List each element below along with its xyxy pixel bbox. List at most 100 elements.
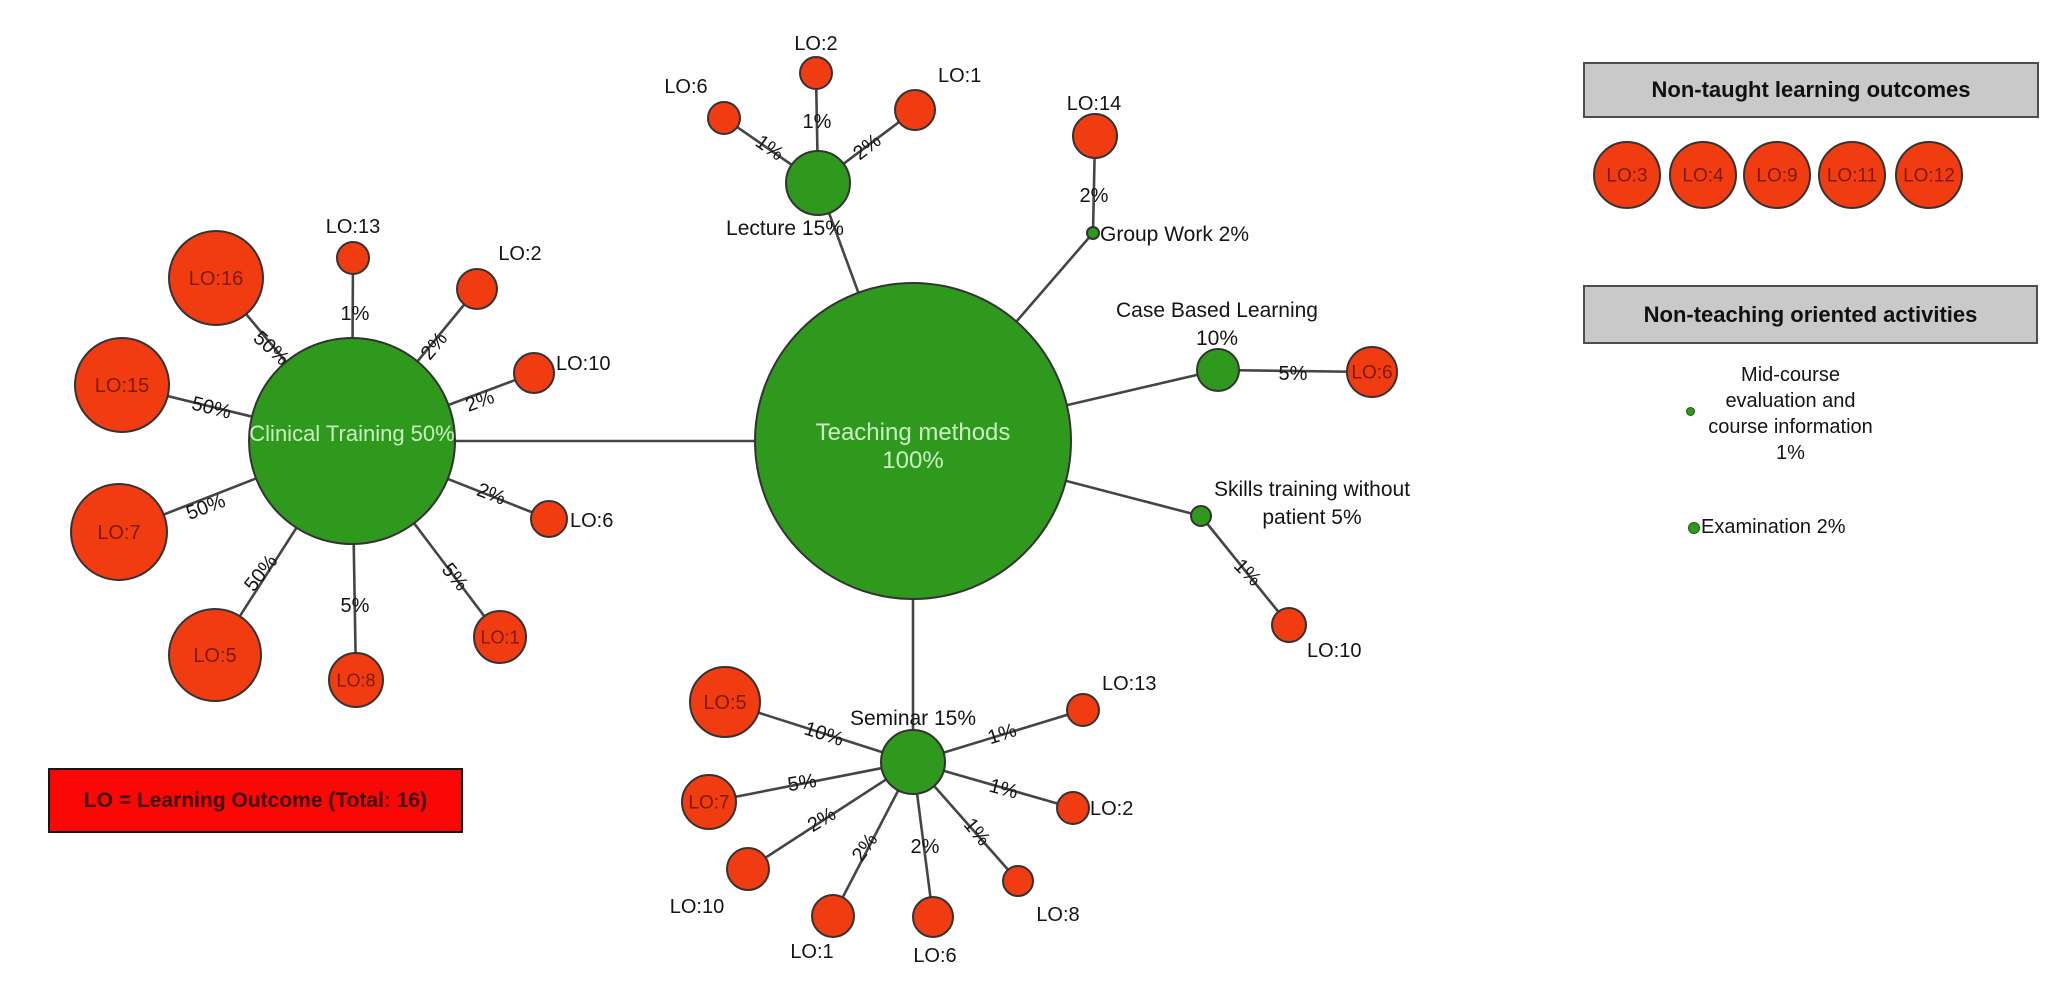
- green-dot-icon: [1686, 407, 1695, 416]
- node-lec-lo6: [707, 101, 741, 135]
- label-lec-lo2: LO:2: [794, 33, 837, 55]
- edge-label-skills-training--st-lo10: 1%: [1229, 555, 1265, 591]
- edge-label-lecture--lec-lo6: 1%: [751, 131, 787, 166]
- label-cbl-lo6: LO:6: [1351, 363, 1392, 384]
- edge-label-seminar--sem-lo10: 2%: [804, 803, 840, 837]
- edge-label-seminar--sem-lo2: 1%: [987, 775, 1021, 804]
- label-clinical-training: Clinical Training 50%: [249, 421, 454, 446]
- edge-label-clinical-training--ct-lo7: 50%: [183, 490, 228, 525]
- label-ct-lo7: LO:7: [97, 522, 140, 544]
- label-sem-lo7: LO:7: [688, 793, 729, 814]
- label-seminar: Seminar 15%: [850, 707, 976, 730]
- label-ct-lo6: LO:6: [570, 510, 613, 532]
- label-lecture: Lecture 15%: [726, 217, 844, 240]
- label-ct-lo8: LO:8: [336, 670, 375, 690]
- node-group-work: [1086, 226, 1100, 240]
- edge-label-clinical-training--ct-lo10: 2%: [463, 386, 498, 417]
- node-ct-lo13: [336, 241, 370, 275]
- node-legend-lo11: [1818, 141, 1886, 209]
- node-sem-lo1: [811, 894, 855, 938]
- mid-course-line: 1%: [1776, 442, 1805, 464]
- node-st-lo10: [1271, 607, 1307, 643]
- label-sem-lo1: LO:1: [790, 941, 833, 963]
- lo-definition-text: LO = Learning Outcome (Total: 16): [83, 788, 428, 812]
- edge-skills-training--st-lo10: [1199, 515, 1291, 626]
- edge-label-lecture--lec-lo2: 1%: [803, 111, 832, 133]
- examination-label: Examination 2%: [1701, 516, 1846, 538]
- lo-definition-box: LO = Learning Outcome (Total: 16): [48, 768, 463, 833]
- label-sem-lo2: LO:2: [1090, 798, 1133, 820]
- mid-course-line: evaluation and: [1725, 390, 1856, 412]
- label-teaching-methods: Teaching methods 100%: [816, 419, 1011, 474]
- node-seminar: [880, 729, 946, 795]
- node-legend-lo4: [1669, 141, 1737, 209]
- label-ct-lo15: LO:15: [95, 375, 149, 397]
- label-gw-lo14: LO:14: [1067, 93, 1121, 115]
- edge-label-clinical-training--ct-lo8: 5%: [341, 595, 370, 617]
- node-lec-lo1: [894, 89, 936, 131]
- label-sem-lo13: LO:13: [1102, 673, 1156, 695]
- node-gw-lo14: [1072, 113, 1118, 159]
- legend-non-taught-box: Non-taught learning outcomes: [1583, 62, 2039, 118]
- node-legend-lo9: [1743, 141, 1811, 209]
- node-ct-lo2: [456, 268, 498, 310]
- label-case-based-learning: Case Based Learning 10%: [1116, 299, 1318, 350]
- label-ct-lo13: LO:13: [326, 216, 380, 238]
- edge-label-seminar--sem-lo5: 10%: [801, 718, 846, 751]
- label-ct-lo5: LO:5: [193, 645, 236, 667]
- label-st-lo10: LO:10: [1307, 640, 1361, 662]
- label-legend-lo4: LO:4: [1682, 166, 1724, 187]
- label-legend-lo9: LO:9: [1756, 166, 1797, 187]
- label-ct-lo1: LO:1: [480, 627, 519, 647]
- label-legend-lo12: LO:12: [1903, 166, 1955, 187]
- edge-label-clinical-training--ct-lo13: 1%: [341, 303, 370, 325]
- edge-label-case-based-learning--cbl-lo6: 5%: [1279, 363, 1308, 385]
- edge-label-clinical-training--ct-lo15: 50%: [189, 393, 233, 424]
- legend-non-taught-title: Non-taught learning outcomes: [1651, 77, 1971, 102]
- node-ct-lo5: [168, 608, 262, 702]
- label-legend-lo11: LO:11: [1827, 166, 1877, 187]
- node-skills-training: [1190, 505, 1212, 527]
- edge-label-seminar--sem-lo7: 5%: [786, 770, 818, 796]
- label-lec-lo1: LO:1: [938, 65, 981, 87]
- label-ct-lo2: LO:2: [498, 243, 541, 265]
- node-sem-lo13: [1066, 693, 1100, 727]
- edge-label-seminar--sem-lo1: 2%: [848, 829, 883, 865]
- label-ct-lo10: LO:10: [556, 353, 610, 375]
- node-teaching-methods: [754, 282, 1072, 600]
- node-case-based-learning: [1196, 348, 1240, 392]
- node-legend-lo3: [1593, 141, 1661, 209]
- legend-non-teaching-title: Non-teaching oriented activities: [1643, 301, 1978, 327]
- edge-label-group-work--gw-lo14: 2%: [1080, 185, 1109, 207]
- node-ct-lo16: [168, 230, 264, 326]
- legend-non-teaching-box: Non-teaching oriented activities: [1583, 285, 2038, 344]
- node-cbl-lo6: [1346, 346, 1398, 398]
- node-lecture: [785, 150, 851, 216]
- edge-label-clinical-training--ct-lo6: 2%: [474, 479, 509, 510]
- node-sem-lo8: [1002, 865, 1034, 897]
- node-sem-lo2: [1056, 791, 1090, 825]
- edge-seminar--sem-lo7: [708, 760, 914, 804]
- node-ct-lo8: [328, 652, 384, 708]
- label-sem-lo10: LO:10: [670, 896, 724, 918]
- mid-course-line: Mid-course: [1741, 364, 1840, 386]
- node-ct-lo15: [74, 337, 170, 433]
- node-clinical-training: [248, 337, 456, 545]
- legend-mid-course-item: Mid-course evaluation and course informa…: [1686, 362, 1893, 466]
- edge-label-seminar--sem-lo13: 1%: [985, 719, 1019, 749]
- node-lec-lo2: [799, 56, 833, 90]
- node-ct-lo6: [530, 500, 568, 538]
- green-dot-icon: [1688, 521, 1700, 534]
- label-legend-lo3: LO:3: [1606, 166, 1647, 187]
- node-ct-lo1: [473, 610, 527, 664]
- label-sem-lo6: LO:6: [913, 945, 956, 967]
- legend-examination-item: Examination 2%: [1688, 516, 1846, 539]
- label-skills-training: Skills training without patient 5%: [1214, 478, 1410, 529]
- node-sem-lo5: [689, 666, 761, 738]
- edge-label-clinical-training--ct-lo2: 2%: [417, 328, 453, 364]
- label-group-work: Group Work 2%: [1100, 223, 1249, 246]
- label-sem-lo8: LO:8: [1036, 904, 1079, 926]
- node-legend-lo12: [1895, 141, 1963, 209]
- label-ct-lo16: LO:16: [189, 268, 243, 290]
